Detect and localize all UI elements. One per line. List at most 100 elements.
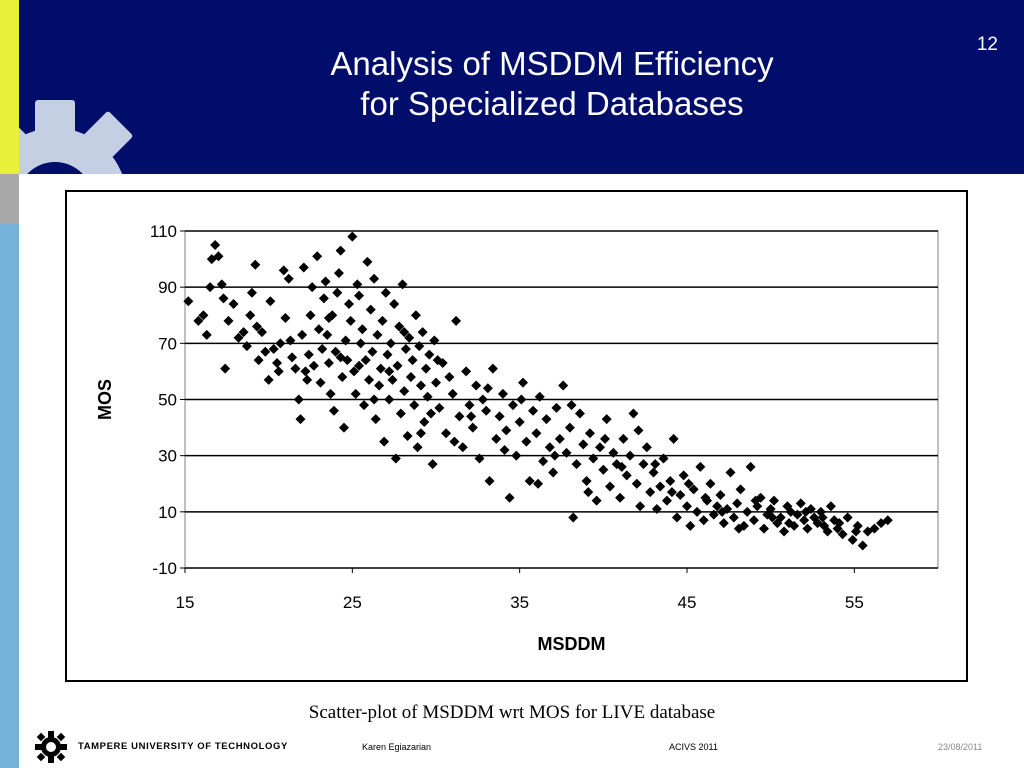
scatter-point	[298, 262, 309, 273]
scatter-point	[444, 372, 455, 383]
scatter-point	[193, 315, 204, 326]
gear-watermark-icon	[0, 100, 133, 174]
scatter-point	[392, 360, 403, 371]
scatter-point	[302, 374, 313, 385]
scatter-point	[335, 245, 346, 256]
scatter-point	[504, 492, 515, 503]
figure-caption: Scatter-plot of MSDDM wrt MOS for LIVE d…	[308, 702, 716, 723]
scatter-point	[337, 372, 348, 383]
scatter-chart: -10 10 30 50 70 90 110 15 25 35 45 55 MSDDM MOS	[95, 222, 939, 654]
scatter-point	[384, 394, 395, 405]
scatter-point	[300, 366, 311, 377]
scatter-point	[307, 282, 318, 293]
scatter-point	[675, 489, 686, 500]
y-tick-label: 90	[158, 278, 177, 297]
slide-header: Analysis of MSDDM Efficiency for Special…	[0, 0, 1024, 174]
scatter-point	[382, 349, 393, 360]
scatter-point	[631, 478, 642, 489]
scatter-point	[322, 329, 333, 340]
scatter-point	[297, 329, 308, 340]
scatter-point	[332, 287, 343, 298]
scatter-point	[213, 251, 224, 262]
scatter-point	[584, 428, 595, 439]
scatter-point	[717, 506, 728, 517]
scatter-point	[347, 231, 358, 242]
scatter-point	[409, 400, 420, 411]
scatter-point	[516, 394, 527, 405]
scatter-point	[379, 436, 390, 447]
scatter-point	[360, 355, 371, 366]
scatter-point	[544, 442, 555, 453]
scatter-point	[511, 450, 522, 461]
scatter-point	[698, 515, 709, 526]
scatter-point	[451, 315, 462, 326]
scatter-point	[380, 287, 391, 298]
scatter-point	[449, 436, 460, 447]
scatter-point	[183, 296, 194, 307]
x-tick-label: 45	[678, 593, 697, 612]
scatter-point	[335, 352, 346, 363]
scatter-point	[399, 327, 410, 338]
scatter-point	[822, 526, 833, 537]
scatter-point	[246, 287, 257, 298]
scatter-point	[722, 504, 733, 515]
scatter-point	[362, 256, 373, 267]
scatter-point	[241, 341, 252, 352]
scatter-point	[338, 422, 349, 433]
scatter-point	[499, 445, 510, 456]
scatter-point	[538, 456, 549, 467]
scatter-point	[628, 408, 639, 419]
scatter-point	[494, 411, 505, 422]
x-tick-label: 55	[845, 593, 864, 612]
scatter-point	[349, 366, 360, 377]
scatter-point	[695, 461, 706, 472]
scatter-point	[357, 324, 368, 335]
scatter-point	[387, 374, 398, 385]
scatter-point	[482, 383, 493, 394]
scatter-point	[708, 509, 719, 520]
scatter-point	[412, 442, 423, 453]
scatter-point	[668, 433, 679, 444]
y-axis-label: MOS	[95, 379, 115, 420]
scatter-point	[422, 391, 433, 402]
scatter-point	[638, 459, 649, 470]
side-stripe-blue	[0, 224, 19, 768]
scatter-point	[533, 478, 544, 489]
scatter-point	[792, 509, 803, 520]
scatter-point	[308, 360, 319, 371]
scatter-point	[466, 411, 477, 422]
scatter-point	[359, 400, 370, 411]
scatter-point	[775, 512, 786, 523]
scatter-point	[400, 343, 411, 354]
scatter-point	[566, 400, 577, 411]
slide-title-line1: Analysis of MSDDM Efficiency	[330, 45, 774, 82]
scatter-point	[842, 512, 853, 523]
scatter-point	[521, 436, 532, 447]
scatter-point	[564, 422, 575, 433]
scatter-point	[461, 366, 472, 377]
scatter-point	[457, 442, 468, 453]
footer-author: Karen Egiazarian	[362, 742, 432, 752]
scatter-point	[491, 433, 502, 444]
scatter-point	[725, 467, 736, 478]
scatter-point	[280, 313, 291, 324]
scatter-point	[293, 394, 304, 405]
scatter-point	[650, 459, 661, 470]
scatter-point	[434, 402, 445, 413]
scatter-point	[528, 405, 539, 416]
scatter-point	[343, 299, 354, 310]
scatter-point	[313, 324, 324, 335]
scatter-point	[447, 388, 458, 399]
scatter-point	[608, 447, 619, 458]
scatter-point	[256, 327, 267, 338]
scatter-point	[648, 467, 659, 478]
scatter-point	[369, 273, 380, 284]
scatter-point	[561, 447, 572, 458]
scatter-point	[501, 425, 512, 436]
scatter-point	[785, 506, 796, 517]
side-stripe-gray	[0, 174, 19, 224]
scatter-point	[497, 388, 508, 399]
scatter-point	[616, 461, 627, 472]
scatter-point	[487, 363, 498, 374]
scatter-point	[718, 518, 729, 529]
